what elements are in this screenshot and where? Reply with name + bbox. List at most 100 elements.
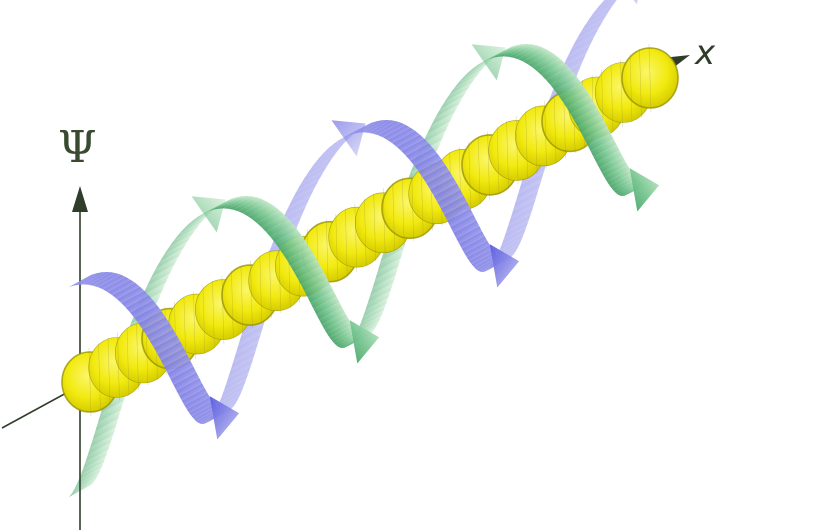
helix-blue-ribbon-segment [444, 202, 471, 221]
helix-green-ribbon-segment [183, 211, 212, 229]
helix-green-ribbon-segment [435, 96, 464, 117]
tube-tick [117, 332, 120, 401]
helix-green-ribbon-segment [593, 144, 620, 163]
helix-green-ribbon-segment [463, 59, 492, 77]
tube-tick [534, 105, 538, 174]
helix-blue-ribbon-segment [575, 20, 604, 41]
helix-blue-ribbon-segment [603, 0, 606, 1]
helix-green-ribbon-segment [208, 197, 237, 212]
tube-tick [269, 250, 272, 319]
helix-blue-ribbon-segment [501, 228, 526, 247]
helix-green-ribbon-segment [431, 104, 459, 126]
helix-blue-ribbon-segment [300, 165, 328, 185]
helix-blue-ribbon-segment [414, 153, 442, 172]
helix-blue-ribbon-segment [426, 171, 454, 190]
helix-blue-ribbon-segment [186, 397, 213, 414]
helix-green-ribbon-segment [493, 44, 522, 58]
helix-green-ribbon-segment [179, 216, 207, 234]
helix-blue-ribbon-segment [153, 335, 181, 355]
helix-blue-ribbon-segment [358, 120, 387, 133]
helix-blue-ribbon-segment [230, 351, 256, 372]
helix-blue-ribbon-segment [392, 130, 420, 147]
helix-blue-ribbon-segment [450, 214, 477, 233]
helix-green-ribbon-segment [83, 449, 109, 469]
helix-green-ribbon-segment [604, 164, 630, 182]
helix-green-ribbon-segment [370, 275, 396, 296]
helix-green-ribbon-segment [261, 214, 289, 232]
helix-blue-ribbon-segment [225, 366, 251, 386]
helix-green-ribbon-segment [444, 82, 473, 102]
helix-blue-ribbon-segment [304, 158, 333, 178]
helix-green-ribbon-segment [228, 196, 257, 210]
helix-green-ribbon-segment [290, 253, 317, 272]
helix-blue-ribbon-segment [464, 240, 490, 258]
helix-green-ribbon-segment [233, 197, 261, 212]
tube-tick [468, 141, 471, 210]
helix-green-ribbon-segment [570, 101, 597, 120]
tube-tick [421, 167, 424, 236]
helix-green-ribbon-segment [304, 278, 331, 297]
helix-green-ribbon-segment [590, 138, 617, 157]
helix-green-ribbon-segment [422, 121, 450, 144]
helix-green-ribbon-segment [541, 62, 569, 80]
helix-green-ribbon-segment [584, 126, 611, 145]
tube-tick [478, 136, 481, 205]
helix-green-ribbon-segment [326, 321, 353, 338]
helix-blue-ribbon-segment [396, 134, 425, 152]
helix-green-ribbon-segment [155, 248, 184, 269]
helix-green-ribbon-segment [70, 479, 96, 495]
helix-blue-ribbon-segment [571, 28, 599, 50]
helix-blue-ribbon-segment [562, 45, 590, 68]
helix-green-ribbon-arrowhead [349, 320, 380, 364]
helix-blue-ribbon-segment [363, 120, 392, 133]
helix-blue-ribbon-segment [410, 148, 438, 166]
helix-blue-ribbon-arrowhead [331, 120, 366, 157]
helix-green-ribbon-segment [265, 219, 293, 237]
helix-green-ribbon-segment [324, 316, 350, 334]
helix-green-ribbon-segment [238, 198, 266, 214]
helix-blue-ribbon-segment [157, 341, 184, 361]
helix-green-ribbon-arrowhead [471, 44, 506, 81]
tube-tick [364, 198, 367, 267]
helix-green-ribbon-segment [536, 58, 565, 76]
helix-green-ribbon-segment [527, 51, 556, 68]
helix-green-ribbon-segment [609, 172, 635, 189]
tube-tick [326, 219, 329, 288]
helix-blue-ribbon-segment [314, 145, 342, 164]
helix-blue-ribbon-segment [387, 127, 416, 144]
tube-tick [496, 126, 500, 195]
helix-green-ribbon-segment [223, 196, 252, 209]
helix-blue-ribbon-segment [176, 378, 202, 396]
helix-green-ribbon-segment [76, 467, 102, 485]
helix-green-ribbon-segment [554, 77, 582, 96]
helix-green-ribbon-segment [566, 95, 594, 114]
tube-tick [136, 322, 139, 391]
helix-blue-ribbon-segment [309, 151, 337, 171]
helix-blue-ribbon-segment [323, 135, 352, 153]
helix-green-ribbon-segment [252, 206, 280, 223]
tube-tick [354, 203, 357, 272]
helix-blue-ribbon-segment [498, 234, 524, 252]
helix-green-ribbon-segment [488, 45, 517, 60]
helix-blue-ribbon-segment [453, 220, 480, 239]
tube-tick [193, 291, 196, 360]
helix-green-ribbon-segment [160, 241, 188, 261]
helix-green-ribbon-segment [256, 210, 285, 228]
helix-green-ribbon-segment [78, 462, 104, 480]
helix-green-ribbon-segment [300, 272, 328, 291]
helix-blue-ribbon-segment [430, 177, 457, 196]
helix-blue-ribbon-segment [184, 392, 210, 410]
tube-tick [525, 110, 528, 180]
helix-green-ribbon-segment [440, 89, 468, 109]
helix-blue-ribbon-segment [121, 290, 149, 308]
helix-green-ribbon-segment [319, 307, 345, 325]
helix-blue-ribbon-segment [599, 0, 611, 6]
probability-tube [61, 43, 679, 417]
tube-tick [610, 64, 614, 133]
helix-blue-ribbon-arrowhead [209, 396, 240, 440]
helix-blue-ribbon-segment [83, 272, 112, 285]
helix-green-ribbon-segment [611, 175, 637, 191]
helix-blue-ribbon-segment [138, 311, 166, 330]
helix-green-ribbon-segment [310, 290, 337, 309]
tube-tick [212, 280, 215, 350]
